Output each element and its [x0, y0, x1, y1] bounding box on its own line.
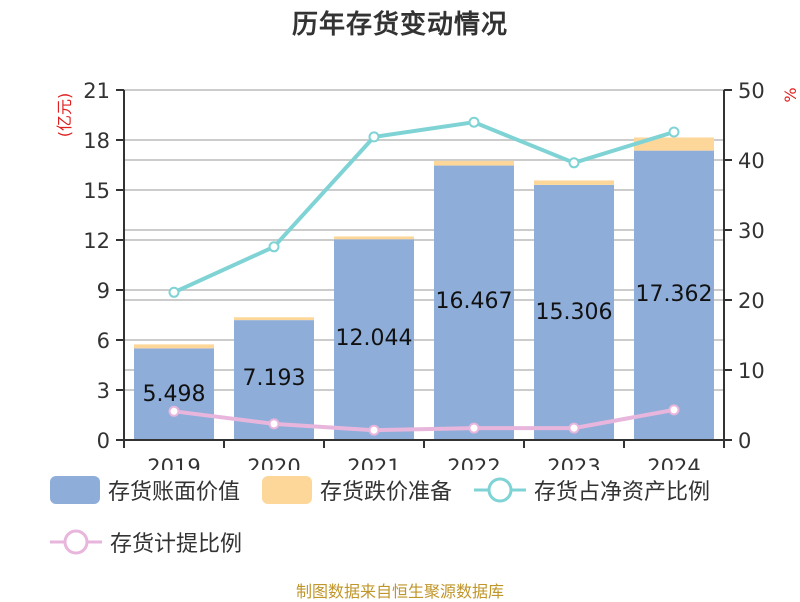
bar-value-label: 16.467 — [436, 289, 513, 314]
right-tick-label: 50 — [738, 79, 765, 103]
bar-book-value — [334, 239, 414, 440]
bar-value-label: 7.193 — [243, 366, 306, 391]
line-marker — [568, 157, 580, 169]
gridlines — [124, 89, 724, 391]
bar-book-value — [434, 165, 514, 441]
legend-label: 存货账面价值 — [108, 480, 241, 505]
bar-value-labels: 5.498 7.193 12.044 16.467 15.306 17.362 — [143, 282, 713, 407]
right-tick-label: 0 — [738, 429, 751, 453]
line-marker — [468, 422, 480, 434]
right-tick-label: 10 — [738, 359, 765, 383]
x-tick-label: 2020 — [247, 455, 300, 470]
line-circle-marker-icon — [50, 529, 102, 555]
left-tick-label: 3 — [97, 379, 110, 403]
bar-provision — [634, 137, 714, 151]
left-tick-label: 12 — [83, 229, 110, 253]
line-provision-ratio — [173, 407, 675, 433]
x-tick-label: 2021 — [347, 455, 400, 470]
bar-value-label: 15.306 — [536, 300, 613, 325]
bar-value-label: 5.498 — [143, 382, 206, 407]
line-marker — [468, 116, 480, 128]
right-tick-label: 20 — [738, 289, 765, 313]
bar-value-label: 12.044 — [336, 326, 413, 351]
bar-series — [134, 137, 714, 441]
legend-item-book-value[interactable]: 存货账面价值 — [50, 474, 240, 506]
line-marker — [168, 286, 180, 298]
line-marker — [568, 422, 580, 434]
x-tick-label: 2022 — [447, 455, 500, 470]
left-tick-label: 9 — [97, 279, 110, 303]
line-marker — [168, 405, 180, 417]
legend-label: 存货跌价准备 — [320, 480, 453, 505]
left-tick-label: 15 — [83, 179, 110, 203]
left-tick-label: 21 — [83, 79, 110, 103]
chart-plot-area: 0 3 6 9 12 15 18 21 0 10 20 30 40 50 2019 2020 2021 2022 2… — [55, 79, 800, 470]
bar-provision — [434, 160, 514, 166]
data-source-footer: 制图数据来自恒生聚源数据库 — [295, 582, 504, 601]
line-marker — [668, 126, 680, 138]
chart-title: 历年存货变动情况 — [291, 10, 508, 40]
line-series — [168, 116, 680, 436]
line-marker — [668, 404, 680, 416]
bar-provision — [334, 236, 414, 240]
line-circle-marker-icon — [474, 477, 527, 503]
book-value-swatch-icon — [50, 476, 100, 504]
left-tick-label: 0 — [97, 429, 110, 453]
legend-item-provision[interactable]: 存货跌价准备 — [262, 474, 452, 506]
legend: 存货账面价值 存货跌价准备 存货占净资产比例 存货计提比例 — [50, 470, 790, 574]
bar-book-value — [134, 348, 214, 440]
bar-provision — [234, 317, 314, 321]
legend-label: 存货占净资产比例 — [534, 480, 711, 505]
x-tick-label: 2024 — [647, 455, 700, 470]
x-tick-label: 2019 — [147, 455, 200, 470]
line-marker — [268, 418, 280, 430]
legend-item-provision-ratio[interactable]: 存货计提比例 — [50, 526, 242, 558]
right-axis-unit-label: % — [781, 87, 800, 102]
left-axis-unit-label: (亿元) — [55, 93, 74, 138]
right-tick-label: 30 — [738, 219, 765, 243]
left-tick-label: 18 — [83, 129, 110, 153]
bar-book-value — [534, 184, 614, 440]
x-tick-label: 2023 — [547, 455, 600, 470]
legend-item-ratio-net-assets[interactable]: 存货占净资产比例 — [474, 474, 710, 506]
bar-book-value — [634, 150, 714, 440]
axes: 0 3 6 9 12 15 18 21 0 10 20 30 40 50 2019 2020 2021 2022 2… — [83, 79, 764, 470]
legend-label: 存货计提比例 — [110, 532, 243, 557]
right-tick-label: 40 — [738, 149, 765, 173]
line-marker — [268, 241, 280, 253]
line-marker — [368, 131, 380, 143]
bar-value-label: 17.362 — [636, 282, 713, 307]
line-marker — [368, 424, 380, 436]
line-ratio-net-assets — [173, 120, 675, 295]
bar-provision — [534, 180, 614, 185]
left-tick-label: 6 — [97, 329, 110, 353]
bar-provision — [134, 344, 214, 349]
provision-swatch-icon — [262, 476, 313, 504]
